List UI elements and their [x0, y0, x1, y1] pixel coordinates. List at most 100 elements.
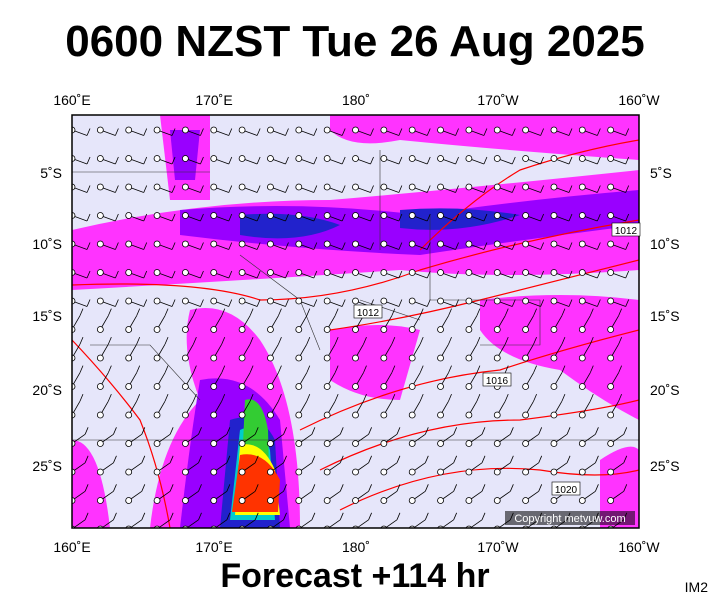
wind-barb-feather — [278, 336, 282, 345]
wind-barb-feather — [370, 213, 374, 222]
wind-barb-feather — [113, 427, 117, 435]
wind-barb-feather — [141, 427, 146, 435]
wind-barb-feather — [419, 308, 424, 316]
station — [295, 468, 303, 476]
lat-label-left: 25˚S — [32, 458, 62, 474]
wind-barb-feather — [334, 336, 339, 345]
station — [380, 126, 388, 134]
station — [295, 212, 303, 219]
station — [578, 468, 586, 476]
station — [238, 525, 246, 528]
station — [295, 440, 303, 447]
forecast-label: Forecast +114 hr — [220, 557, 489, 595]
station — [181, 468, 189, 476]
station — [295, 269, 303, 276]
wind-barb-feather — [249, 336, 254, 345]
station — [323, 183, 331, 191]
station — [550, 326, 558, 333]
wind-barb-feather — [86, 128, 91, 136]
wind-barb-feather — [115, 299, 119, 307]
station — [153, 326, 161, 333]
map-area — [72, 115, 639, 528]
wind-barb-feather — [426, 299, 431, 307]
wind-barb-feather — [164, 308, 169, 316]
lon-label-top: 160˚E — [53, 92, 90, 108]
wind-barb-feather — [391, 393, 396, 402]
wind-barb-feather — [198, 484, 202, 492]
station — [352, 411, 359, 419]
station — [607, 269, 615, 276]
wind-barb-feather — [334, 308, 339, 316]
lon-label-bottom: 170˚E — [195, 539, 232, 555]
wind-barb-feather — [84, 512, 89, 520]
lon-label-top: 170˚E — [195, 92, 232, 108]
station — [181, 155, 189, 162]
station — [352, 326, 359, 333]
wind-barb-feather — [278, 365, 282, 373]
station — [465, 326, 473, 333]
lat-label-left: 15˚S — [32, 308, 62, 324]
wind-barb-feather — [538, 484, 543, 492]
station — [210, 155, 218, 162]
wind-barb-feather — [278, 393, 282, 402]
isobar-label-box — [353, 304, 383, 319]
station — [125, 383, 133, 390]
wind-barb-feather — [363, 336, 367, 345]
wind-barb-feather — [476, 308, 481, 316]
station — [125, 354, 133, 362]
wind-barb-feather — [533, 365, 537, 373]
station — [380, 440, 388, 447]
wind-barb-feather — [285, 213, 289, 222]
station — [125, 411, 133, 419]
wind-barb-feather — [313, 213, 318, 222]
wind-barb-feather — [596, 242, 601, 250]
lon-label-bottom: 160˚W — [618, 539, 660, 555]
wind-barb-feather — [455, 185, 459, 193]
station — [408, 297, 416, 305]
wind-barb-feather — [419, 365, 424, 373]
station — [465, 240, 473, 248]
station — [550, 126, 558, 134]
wind-barb-feather — [483, 270, 488, 279]
wind-barb-feather — [511, 156, 516, 165]
station — [153, 525, 161, 528]
wind-barb-feather — [193, 393, 197, 402]
wind-barb-feather — [256, 242, 261, 250]
station — [96, 354, 104, 362]
station — [437, 155, 444, 162]
station — [125, 183, 133, 191]
station — [153, 240, 161, 248]
station — [238, 212, 246, 219]
station — [380, 354, 388, 362]
station — [181, 440, 189, 447]
station — [465, 354, 473, 362]
station — [295, 183, 303, 191]
wind-barb-feather — [424, 512, 429, 520]
wind-barb-feather — [200, 299, 204, 307]
wind-barb-feather — [107, 308, 112, 316]
wind-barb-feather — [595, 484, 599, 492]
wind-barb-feather — [339, 427, 344, 435]
wind-barb-feather — [424, 455, 429, 463]
wind-barb-feather — [228, 299, 233, 307]
station — [578, 240, 586, 248]
wind-barb-feather — [313, 156, 318, 165]
station — [380, 212, 388, 219]
wind-barb-feather — [596, 128, 601, 136]
wind-barb-feather — [84, 484, 89, 492]
wind-barb-feather — [200, 213, 204, 222]
wind-barb-feather — [341, 156, 346, 165]
station — [522, 354, 529, 362]
wind-barb-feather — [625, 299, 630, 307]
wind-barb-feather — [596, 213, 601, 222]
wind-barb-feather — [113, 512, 117, 520]
station — [96, 269, 104, 276]
wind-barb-feather — [370, 185, 374, 193]
wind-barb-feather — [313, 299, 318, 307]
station — [408, 440, 416, 447]
station — [465, 183, 473, 191]
wind-barb-feather — [228, 242, 233, 250]
wind-barb-feather — [200, 185, 204, 193]
title: 0600 NZST Tue 26 Aug 2025 — [65, 17, 645, 66]
wind-barb-feather — [370, 128, 374, 136]
